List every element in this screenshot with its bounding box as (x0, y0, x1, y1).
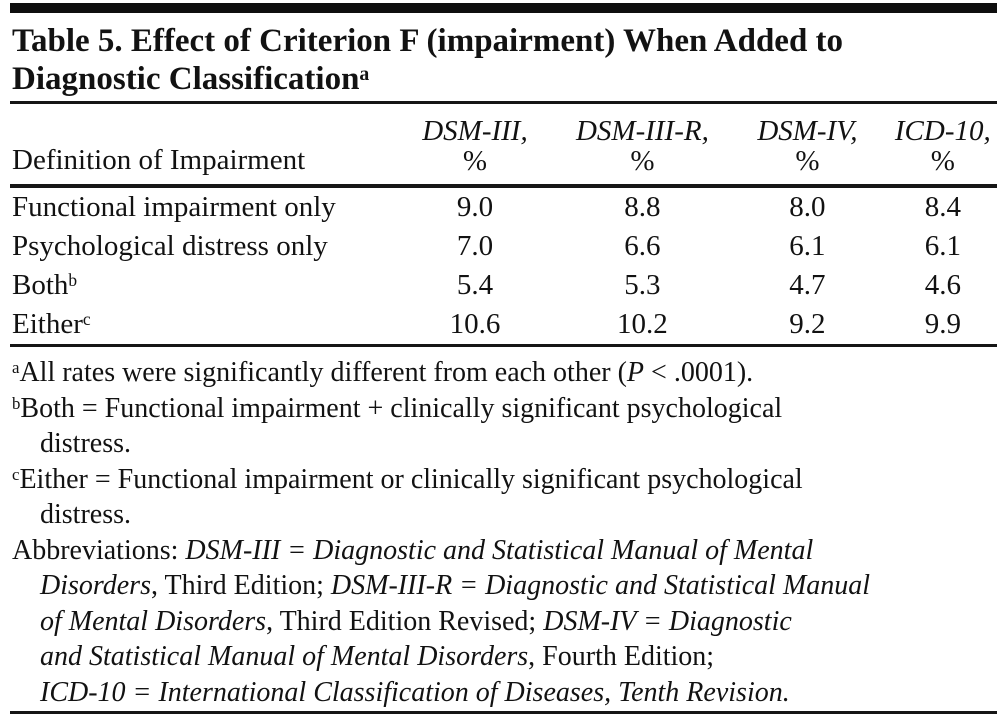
abbreviations-line3: of Mental Disorders, Third Edition Revis… (10, 604, 997, 640)
footnote-a-text-end: < .0001). (644, 357, 754, 388)
footnote-c-line2: distress. (40, 499, 131, 530)
table-row-either: Eitherc 10.6 10.2 9.2 9.9 (10, 305, 997, 344)
cell-value: 5.4 (456, 269, 494, 301)
abbrev-dsm-iii-italic: DSM-III = Diagnostic and Statistical Man… (185, 534, 814, 566)
column-header-dsm-iii-r-name: DSM-III-R, (575, 115, 709, 147)
column-header-dsm-iii-unit: % (462, 145, 488, 177)
cell-value: 4.6 (924, 269, 961, 301)
cell-value: 9.0 (456, 191, 494, 223)
column-header-icd-10: ICD-10, % (889, 116, 997, 176)
cell-value: 4.7 (789, 269, 826, 301)
column-header-dsm-iv: DSM-IV, % (726, 116, 889, 176)
column-header-icd-10-unit: % (930, 145, 955, 177)
cell-value: 8.8 (624, 191, 661, 223)
row-label: Eitherc (12, 308, 91, 340)
cell-value: 10.6 (449, 308, 501, 340)
footnotes-block: aAll rates were significantly different … (10, 347, 997, 710)
abbrev-dsm-iii-r-italic: DSM-III-R = Diagnostic and Statistical M… (330, 570, 871, 601)
rule-under-header (10, 184, 997, 188)
column-header-dsm-iii: DSM-III, % (391, 116, 558, 176)
table-row-psychological-distress-only: Psychological distress only 7.0 6.6 6.1 … (10, 227, 997, 266)
abbreviations-label: Abbreviations: (12, 534, 186, 566)
row-label: Psychological distress only (10, 230, 391, 263)
abbreviations-line5: ICD-10 = International Classification of… (10, 675, 997, 711)
cell-value: 8.4 (924, 191, 961, 223)
cell-value: 10.2 (617, 308, 668, 340)
bottom-divider-rule (10, 711, 997, 714)
row-label: Functional impairment only (10, 191, 391, 224)
footnote-b-line1: bBoth = Functional impairment + clinical… (12, 392, 783, 424)
cell-value: 9.2 (789, 308, 826, 340)
abbrev-third-edition-revised-roman: , Third Edition Revised; (266, 605, 544, 637)
footnote-a-text: All rates were significantly different f… (19, 357, 627, 388)
column-header-icd-10-name: ICD-10, (894, 115, 991, 147)
cell-value: 7.0 (456, 230, 494, 262)
abbreviations-line2: Disorders, Third Edition; DSM-III-R = Di… (10, 568, 997, 604)
footnote-c-line1: cEither = Functional impairment or clini… (12, 463, 803, 495)
footnote-b-text: Both = Functional impairment + clinicall… (20, 392, 783, 424)
table-header-row: Definition of Impairment DSM-III, % DSM-… (10, 104, 997, 184)
column-header-dsm-iii-r-unit: % (630, 145, 655, 177)
cell-value: 6.6 (624, 230, 661, 262)
abbrev-disorders-italic: Disorders (40, 570, 151, 601)
table-row-functional-impairment-only: Functional impairment only 9.0 8.8 8.0 8… (10, 188, 997, 227)
abbrev-dsm-iv-italic: DSM-IV = Diagnostic (543, 605, 792, 637)
abbrev-manual-italic: and Statistical Manual of Mental Disorde… (40, 641, 529, 672)
row-label-text: Functional impairment only (12, 191, 336, 223)
table-title-line2-text: Diagnostic Classification (12, 61, 360, 97)
rule-under-body (10, 344, 997, 347)
footnote-a-p-italic: P (626, 357, 645, 388)
footnote-b-line2: distress. (40, 428, 131, 459)
column-header-dsm-iii-r: DSM-III-R, % (559, 116, 726, 176)
table-title-line1: Table 5. Effect of Criterion F (impairme… (12, 23, 844, 59)
row-label-text: Either (12, 308, 83, 340)
row-label-text: Psychological distress only (12, 230, 328, 262)
abbrev-third-edition-roman: , Third Edition; (150, 570, 331, 601)
top-divider-bar (10, 3, 997, 13)
abbrev-icd-10-italic: ICD-10 = International Classification of… (40, 676, 790, 708)
footnote-c-text: Either = Functional impairment or clinic… (19, 463, 803, 495)
table-row-both: Bothb 5.4 5.3 4.7 4.6 (10, 266, 997, 305)
abbrev-fourth-edition-roman: , Fourth Edition; (528, 641, 715, 672)
cell-value: 8.0 (789, 191, 826, 223)
cell-value: 6.1 (789, 230, 826, 262)
table-title: Table 5. Effect of Criterion F (impairme… (12, 22, 997, 98)
table-title-line2: Diagnostic Classificationa (12, 61, 370, 97)
column-header-dsm-iv-name: DSM-IV, (757, 115, 858, 147)
abbreviations-line1: Abbreviations: DSM-III = Diagnostic and … (10, 533, 997, 569)
rule-under-title (10, 101, 997, 104)
column-header-definition-of-impairment: Definition of Impairment (12, 144, 306, 176)
abbreviations-line4: and Statistical Manual of Mental Disorde… (10, 639, 997, 675)
row-label-text: Both (12, 269, 69, 301)
cell-value: 5.3 (624, 269, 661, 301)
footnote-a: aAll rates were significantly different … (12, 357, 754, 388)
row-label: Bothb (12, 269, 78, 301)
table-body: Functional impairment only 9.0 8.8 8.0 8… (10, 188, 997, 344)
abbrev-mental-disorders-italic: of Mental Disorders (40, 605, 267, 637)
cell-value: 6.1 (924, 230, 961, 262)
column-header-dsm-iii-name: DSM-III, (422, 115, 528, 147)
column-header-dsm-iv-unit: % (795, 145, 820, 177)
cell-value: 9.9 (924, 308, 961, 340)
